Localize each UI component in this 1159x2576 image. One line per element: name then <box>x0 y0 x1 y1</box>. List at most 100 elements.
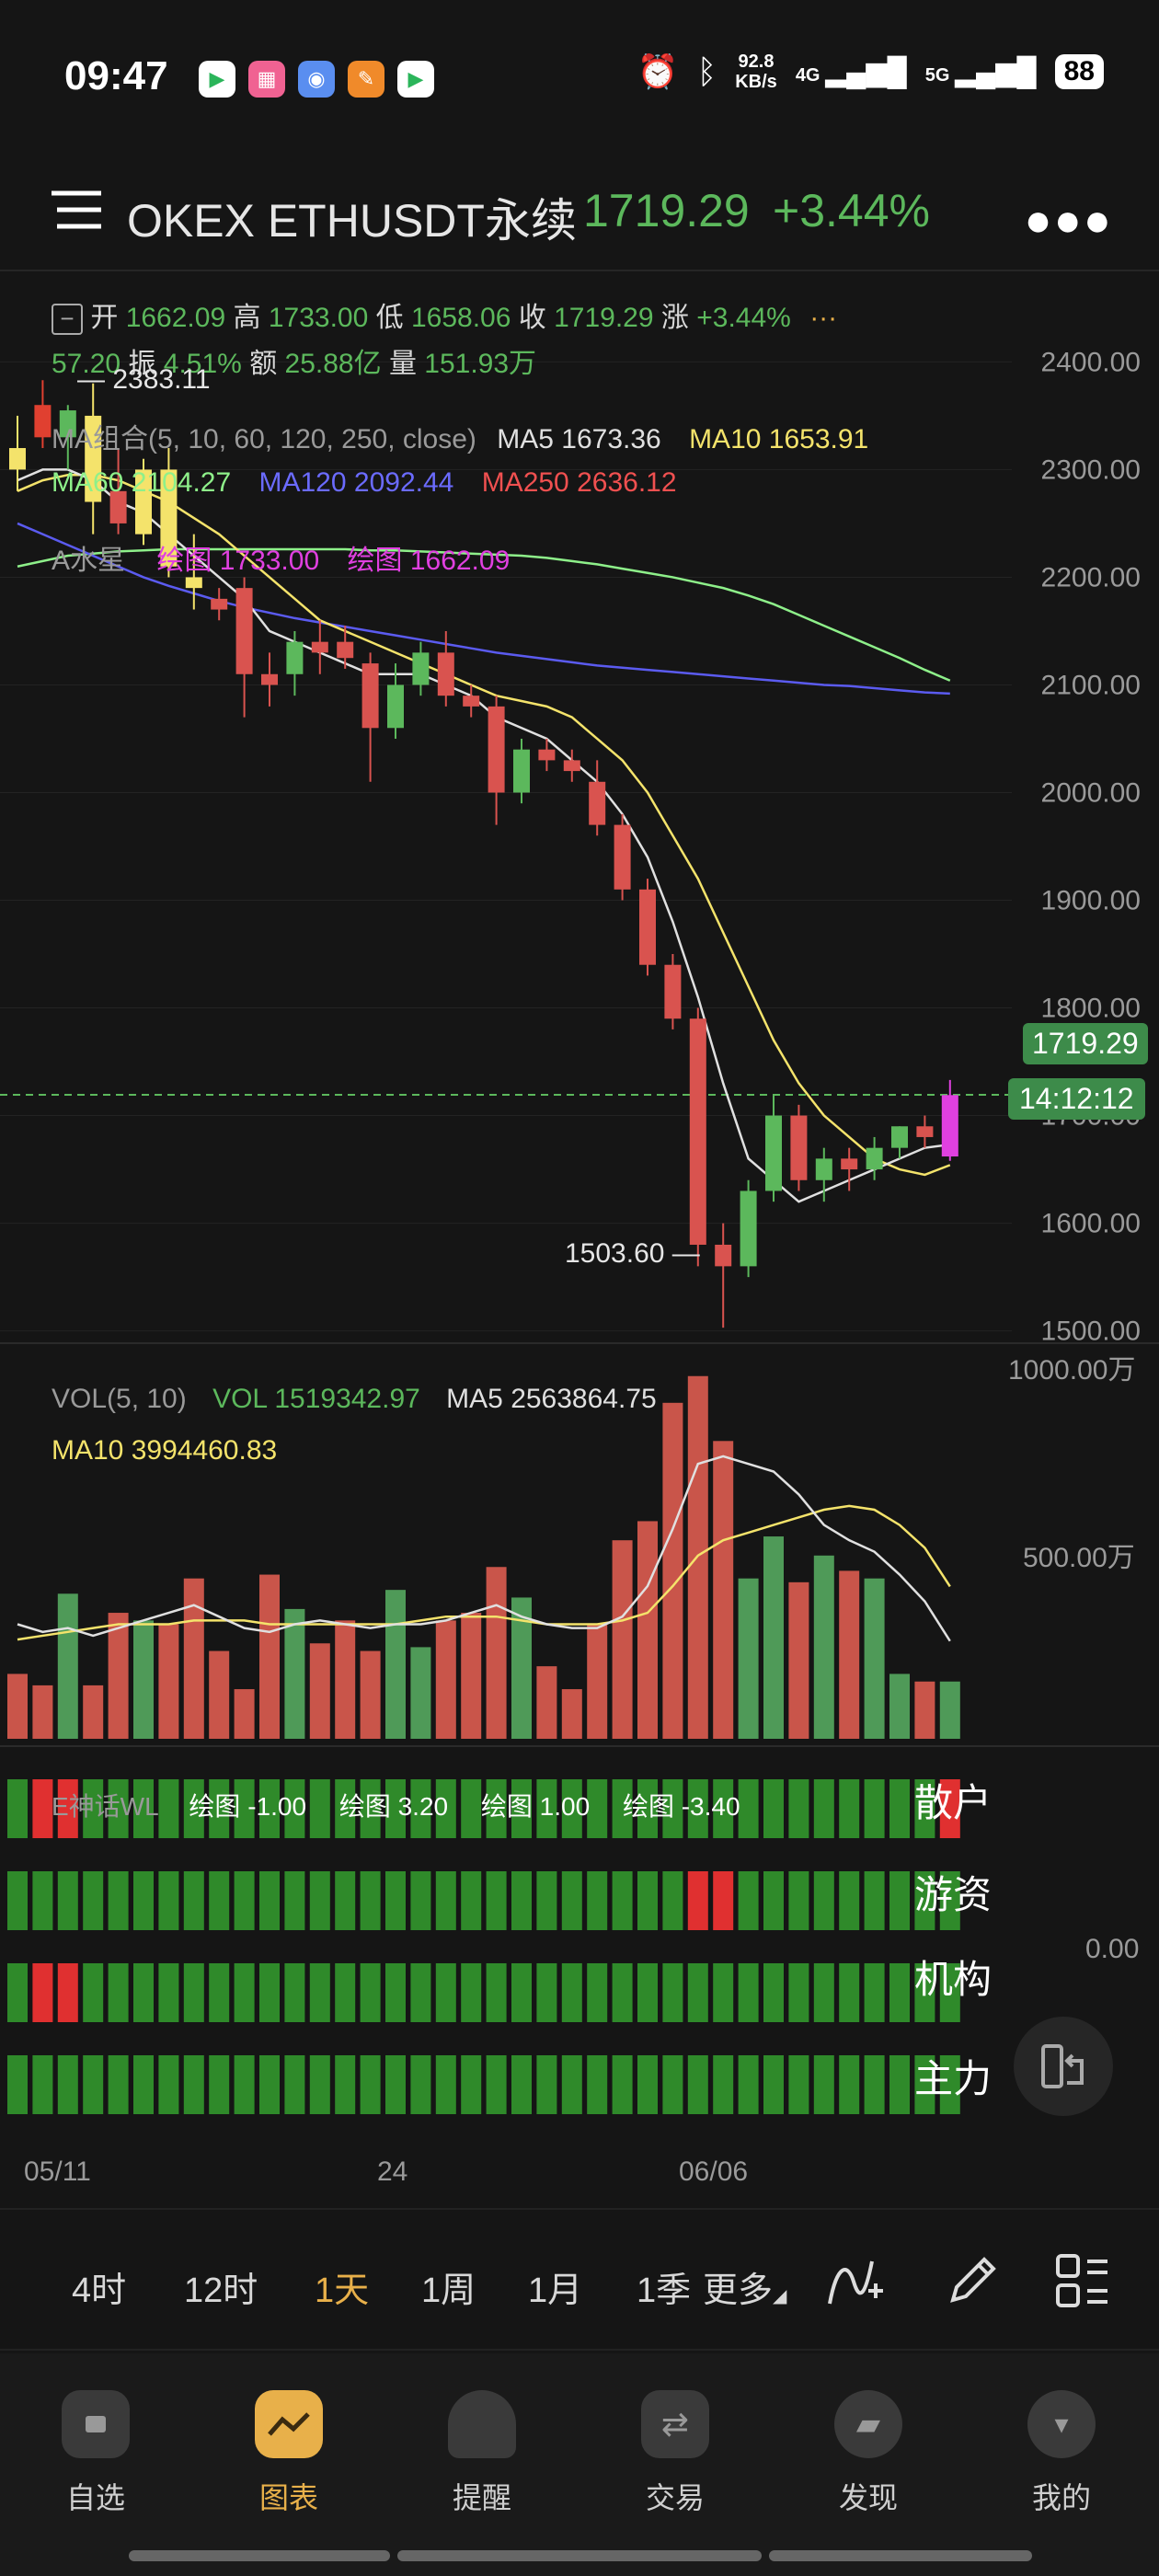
candle-body <box>9 448 26 470</box>
wl-row-label-retail: 散户 <box>914 1781 993 1824</box>
wl-block <box>813 1779 834 1838</box>
tab-trade[interactable]: ⇄ 交易 <box>611 2390 740 2517</box>
bluetooth-icon: ᛒ <box>696 52 717 90</box>
more-icon[interactable]: ●●● <box>1024 194 1113 246</box>
volume-bar <box>385 1590 406 1739</box>
candle-body <box>59 410 76 438</box>
high-marker: — 2383.11 <box>77 364 211 395</box>
last-price: 1719.29 <box>583 185 750 236</box>
timeframe-1m[interactable]: 1月 <box>528 2271 583 2310</box>
wl-block <box>309 1779 330 1838</box>
wl-block <box>839 1871 860 1930</box>
volume-bar <box>788 1581 809 1739</box>
volume-bar <box>889 1673 910 1739</box>
wl-block <box>939 1779 960 1838</box>
wl-block <box>83 1871 104 1930</box>
wl-block <box>864 1779 885 1838</box>
wl-block <box>889 1871 910 1930</box>
profile-icon: ▾ <box>1027 2390 1096 2458</box>
status-indicators: ⏰ ᛒ 92.8 KB/s 4G ▂▄▆█ 5G ▂▄▆█ 88 <box>637 52 1104 92</box>
wl-block <box>687 1871 708 1930</box>
symbol-title[interactable]: OKEX ETHUSDT永续 <box>127 195 577 247</box>
wl-block <box>536 2055 557 2114</box>
volume-bar <box>461 1613 482 1739</box>
wl-block <box>410 2055 431 2114</box>
bottom-tab-bar: 自选 图表 提醒 ⇄ 交易 ▰ 发现 ▾ 我的 <box>0 2353 1159 2576</box>
timeframe-12h[interactable]: 12时 <box>184 2271 258 2310</box>
wl-block <box>335 2055 356 2114</box>
ohlc-line-2: 57.20 振 4.51% 额 25.88亿 量 151.93万 <box>52 349 537 379</box>
wl-block <box>612 1871 633 1930</box>
grid-menu-icon[interactable] <box>1054 2252 1111 2309</box>
rotate-screen-button[interactable] <box>1014 2017 1113 2116</box>
volume-bar <box>687 1375 708 1739</box>
wl-block <box>183 1779 204 1838</box>
volume-bar <box>234 1689 255 1739</box>
price-axis: 2400.00 2300.00 2200.00 2100.00 2000.00 1900.… <box>1041 347 1141 1346</box>
ohlc-more-icon[interactable]: ··· <box>809 303 838 333</box>
wl-block <box>536 1871 557 1930</box>
volume-bar <box>435 1620 456 1739</box>
status-time: 09:47 <box>64 53 168 98</box>
candle-body <box>941 1095 958 1157</box>
wl-block <box>561 1871 582 1930</box>
wl-block <box>561 1963 582 2022</box>
draw-pencil-icon[interactable] <box>944 2252 999 2309</box>
wl-block <box>410 1871 431 1930</box>
wl-block <box>788 1963 809 2022</box>
wl-block <box>486 2055 507 2114</box>
candle-body <box>135 469 152 535</box>
candle-body <box>412 652 430 685</box>
candle-body <box>790 1115 808 1180</box>
wl-block <box>561 1779 582 1838</box>
wl-blocks <box>7 1779 960 2114</box>
battery-indicator: 88 <box>1054 54 1104 89</box>
tab-discover[interactable]: ▰ 发现 <box>804 2390 933 2517</box>
price-axis-label: 1600.00 <box>1041 1209 1141 1239</box>
candle-body <box>841 1158 858 1170</box>
kline-chart[interactable]: 2400.00 2300.00 2200.00 2100.00 2000.00 1900.… <box>0 276 1159 2125</box>
gesture-bar-3 <box>769 2550 1032 2561</box>
wl-block <box>738 2055 759 2114</box>
wl-block <box>360 1963 381 2022</box>
tab-chart[interactable]: 图表 <box>224 2390 353 2517</box>
candle-body <box>361 663 379 729</box>
wl-block <box>209 1871 230 1930</box>
volume-bar <box>259 1574 280 1739</box>
volume-bar <box>183 1578 204 1739</box>
wl-block <box>939 1871 960 1930</box>
wl-block <box>108 2055 129 2114</box>
menu-icon[interactable] <box>52 182 107 237</box>
wl-block <box>662 1871 683 1930</box>
timeframe-more[interactable]: 更多◢ <box>703 2271 787 2310</box>
candle-body <box>815 1158 832 1180</box>
wl-block <box>637 2055 658 2114</box>
tab-profile[interactable]: ▾ 我的 <box>997 2390 1126 2517</box>
candle-body <box>387 684 404 729</box>
gesture-bar-1 <box>129 2550 390 2561</box>
wl-block <box>57 1963 78 2022</box>
candle-body <box>891 1126 908 1148</box>
current-price-tag: 1719.29 <box>1023 1023 1148 1064</box>
wl-block <box>133 2055 154 2114</box>
volume-bar <box>57 1593 78 1739</box>
wl-block <box>839 1779 860 1838</box>
wl-block <box>637 1871 658 1930</box>
candle-body <box>337 641 354 659</box>
timeframe-1d[interactable]: 1天 <box>315 2271 370 2310</box>
indicator-add-icon[interactable] <box>824 2254 885 2309</box>
star-legend: A水星 绘图 1733.00 绘图 1662.09 <box>52 546 511 576</box>
wl-block <box>914 1871 935 1930</box>
candle-body <box>109 490 127 523</box>
timeframe-4h[interactable]: 4时 <box>72 2271 127 2310</box>
vol-ma5-line <box>17 1455 951 1642</box>
timeframe-1w[interactable]: 1周 <box>421 2271 476 2310</box>
timeframe-1q[interactable]: 1季 <box>637 2271 692 2310</box>
wl-block <box>813 2055 834 2114</box>
collapse-icon[interactable]: − <box>52 304 83 336</box>
tab-alerts[interactable]: 提醒 <box>418 2390 546 2517</box>
tab-watchlist[interactable]: 自选 <box>31 2390 160 2517</box>
volume-bar <box>813 1555 834 1739</box>
candle-body <box>614 824 631 890</box>
wl-block <box>435 1963 456 2022</box>
